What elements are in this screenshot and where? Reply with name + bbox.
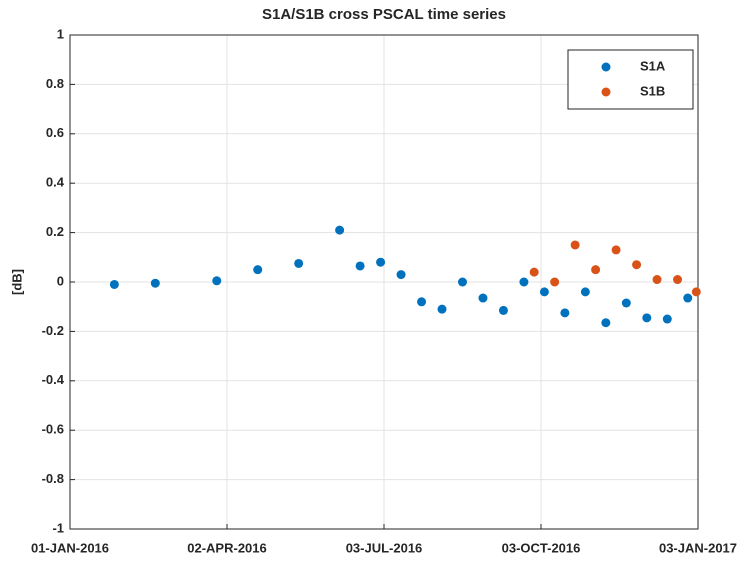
y-tick-label: -0.4 (42, 372, 65, 387)
point (253, 265, 263, 275)
point (335, 225, 345, 235)
point (652, 275, 662, 285)
point (539, 287, 549, 297)
x-tick-label: 02-APR-2016 (187, 540, 267, 555)
chart-title: S1A/S1B cross PSCAL time series (262, 6, 506, 23)
point (212, 276, 222, 286)
point (611, 245, 621, 255)
y-tick-label: 0 (57, 273, 64, 288)
point (662, 314, 672, 324)
x-tick-label: 03-JAN-2017 (659, 540, 737, 555)
point (150, 278, 160, 288)
point (550, 277, 560, 287)
point (376, 257, 386, 267)
y-tick-label: -1 (52, 520, 64, 535)
y-tick-label: -0.8 (42, 471, 64, 486)
point (529, 267, 539, 277)
x-tick-label: 03-OCT-2016 (502, 540, 581, 555)
legend-marker (601, 62, 611, 72)
y-tick-label: 1 (57, 26, 64, 41)
x-tick-label: 03-JUL-2016 (346, 540, 423, 555)
axes-box (69, 34, 699, 530)
point (478, 293, 488, 303)
legend-label: S1B (640, 83, 665, 98)
point (458, 277, 467, 287)
point (396, 270, 406, 280)
point (560, 308, 570, 318)
point (621, 298, 631, 308)
legend-label: S1A (640, 58, 666, 73)
y-axis-label: [dB] (9, 269, 24, 295)
point (673, 275, 683, 285)
y-tick-label: -0.6 (42, 422, 64, 437)
point (691, 287, 701, 297)
point (294, 258, 304, 268)
y-tick-label: 0.8 (46, 76, 64, 91)
point (601, 318, 611, 328)
y-tick-label: 0.4 (46, 175, 65, 190)
point (437, 304, 447, 314)
y-tick-label: 0.2 (46, 224, 64, 239)
y-tick-label: 0.6 (46, 125, 64, 140)
point (642, 313, 652, 323)
y-tick-label: -0.2 (42, 323, 64, 338)
point (580, 287, 590, 297)
legend-box (567, 49, 694, 110)
legend-marker (601, 87, 611, 97)
point (417, 297, 427, 307)
point (109, 279, 119, 289)
point (498, 305, 508, 315)
x-tick-label: 01-JAN-2016 (31, 540, 109, 555)
point (632, 260, 642, 270)
point (355, 261, 365, 271)
point (591, 265, 601, 275)
point (519, 277, 529, 287)
point (570, 240, 580, 250)
point (683, 293, 693, 303)
